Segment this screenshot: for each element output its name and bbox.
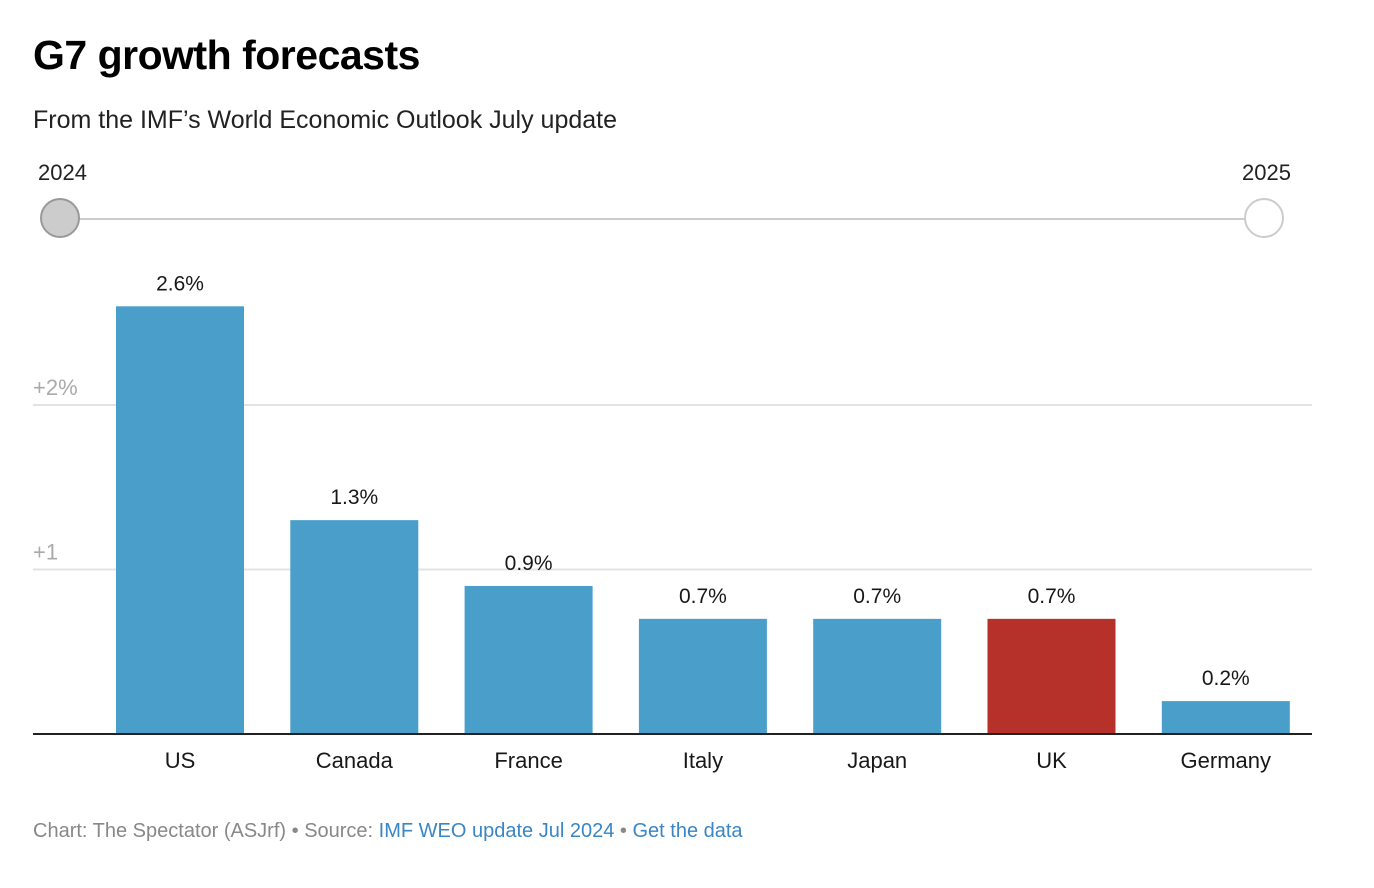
chart-footer: Chart: The Spectator (ASJrf) • Source: I…	[33, 820, 743, 843]
value-label: 2.6%	[156, 272, 204, 295]
year-slider-track[interactable]	[60, 218, 1264, 220]
value-label: 0.9%	[505, 552, 553, 575]
x-tick-label: Italy	[683, 748, 723, 773]
x-tick-label: France	[494, 748, 562, 773]
year-2024-label[interactable]: 2024	[38, 160, 87, 185]
source-link[interactable]: IMF WEO update Jul 2024	[378, 820, 615, 842]
y-tick-label: +2%	[33, 375, 78, 400]
bar-chart: +1 +2% 2.6% US 1.3% Canada 0.9% France 0.7% Italy…	[33, 272, 1312, 773]
year-slider-stop-2025[interactable]	[1244, 198, 1284, 238]
separator: •	[286, 820, 305, 842]
bar-us	[116, 306, 244, 734]
year-2025-label[interactable]: 2025	[1242, 160, 1291, 185]
value-label: 0.7%	[853, 585, 901, 608]
bar-germany	[1161, 701, 1290, 734]
year-slider-handle[interactable]	[40, 198, 80, 238]
gridlines	[33, 404, 1312, 571]
separator: •	[614, 820, 633, 842]
value-label: 1.3%	[330, 486, 378, 509]
value-label: 0.7%	[679, 585, 727, 608]
labels: +1 +2% 2.6% US 1.3% Canada 0.9% France 0.7% Italy…	[33, 272, 1271, 773]
bars	[116, 306, 1290, 734]
x-tick-label: Germany	[1181, 748, 1271, 773]
source-prefix: Source:	[304, 820, 379, 842]
bar-france	[464, 585, 593, 734]
chart-subtitle: From the IMF’s World Economic Outlook Ju…	[33, 106, 618, 134]
y-tick-label: +1	[33, 540, 58, 565]
chart-title: G7 growth forecasts	[33, 32, 420, 78]
value-label: 0.7%	[1028, 585, 1076, 608]
bar-italy	[638, 618, 767, 734]
bar-japan	[813, 618, 942, 734]
x-tick-label: UK	[1036, 748, 1067, 773]
credit-text: Chart: The Spectator (ASJrf)	[33, 820, 287, 842]
x-tick-label: US	[165, 748, 196, 773]
value-label: 0.2%	[1202, 667, 1250, 690]
bar-uk	[987, 618, 1116, 734]
bar-canada	[290, 520, 419, 734]
x-tick-label: Canada	[316, 748, 394, 773]
get-the-data-link[interactable]: Get the data	[632, 820, 743, 842]
x-tick-label: Japan	[847, 748, 907, 773]
